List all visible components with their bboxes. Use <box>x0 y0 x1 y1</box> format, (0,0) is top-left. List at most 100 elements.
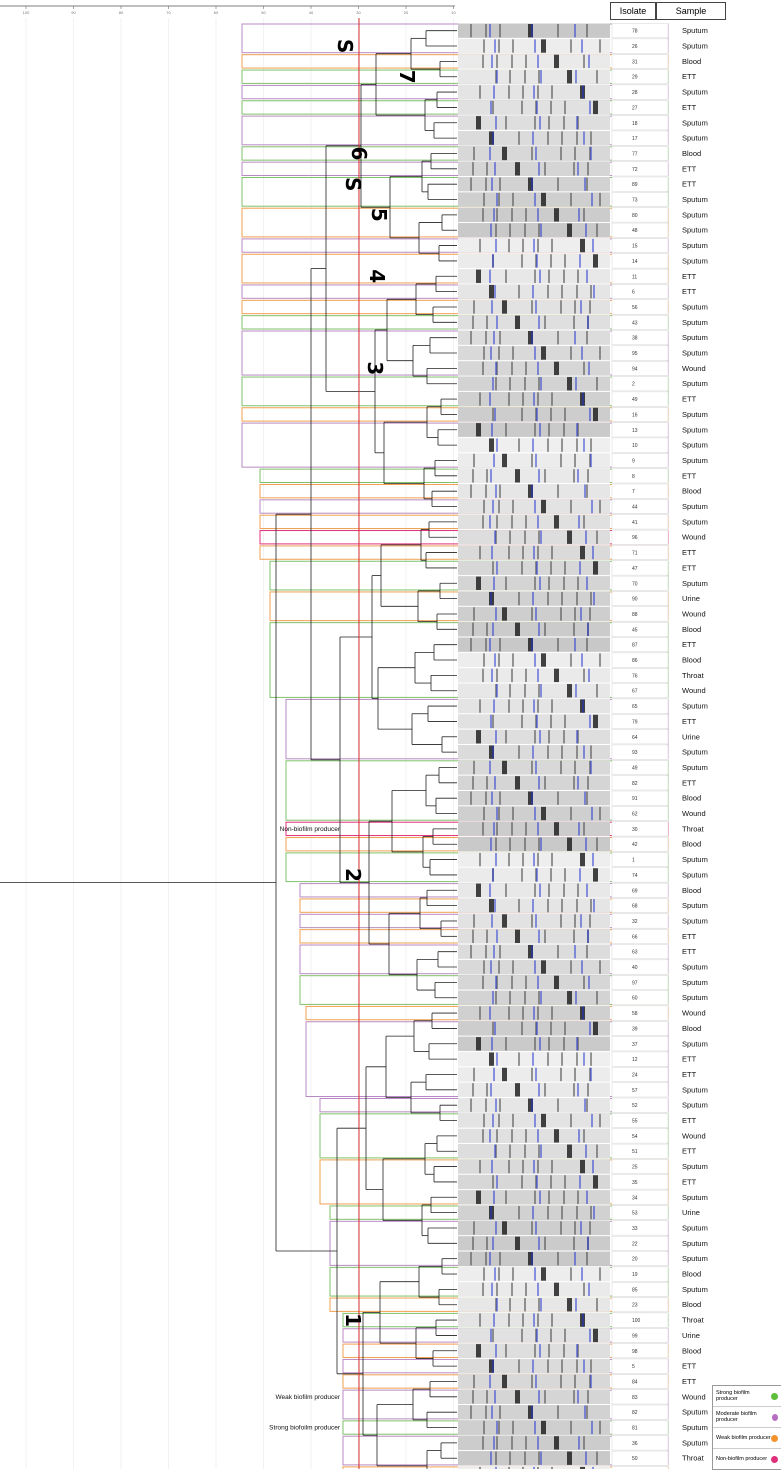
gel-lane <box>458 422 669 438</box>
gel-band <box>472 315 474 329</box>
gel-band <box>599 1113 601 1128</box>
axis-tick-label: 50 <box>261 10 266 15</box>
gel-band <box>593 100 598 115</box>
gel-band <box>512 499 514 514</box>
gel-band <box>528 177 533 191</box>
isolate-cell <box>611 744 669 760</box>
gel-band <box>483 346 485 360</box>
gel-band <box>577 423 579 437</box>
gel-band <box>576 1205 578 1220</box>
gel-band <box>586 945 588 959</box>
gel-band <box>570 1267 572 1281</box>
gel-band <box>550 868 552 882</box>
gel-band <box>580 1159 585 1174</box>
gel-band <box>534 576 536 590</box>
isolate-number: 30 <box>632 827 638 833</box>
gel-band <box>561 131 563 145</box>
gel-band <box>502 1221 507 1235</box>
isolate-number: 97 <box>632 980 638 986</box>
isolate-cell <box>611 959 669 975</box>
isolate-cell <box>611 882 669 898</box>
gel-band <box>576 284 578 299</box>
gel-band <box>476 116 481 130</box>
isolate-number: 39 <box>632 1026 638 1032</box>
gel-band <box>518 284 520 299</box>
isolate-cell <box>611 1128 669 1144</box>
gel-band <box>570 39 572 53</box>
gel-band <box>583 54 585 69</box>
gel-band <box>593 407 598 422</box>
gel-lane <box>458 468 669 484</box>
isolate-number: 29 <box>632 75 638 81</box>
isolate-number: 35 <box>632 1180 638 1186</box>
gel-band <box>496 822 498 836</box>
gel-lane-bg <box>458 652 610 668</box>
gel-band <box>599 806 601 821</box>
isolate-cell <box>611 867 669 883</box>
gel-lane <box>458 882 669 898</box>
gel-lane-bg <box>458 453 610 468</box>
gel-band <box>593 1175 598 1189</box>
isolate-number: 44 <box>632 505 638 511</box>
isolate-cell <box>611 1220 669 1236</box>
isolate-cell <box>611 606 669 622</box>
gel-band <box>489 1359 494 1373</box>
gel-band <box>593 868 598 882</box>
sample-header: Sample <box>656 2 726 20</box>
category-box <box>241 207 669 238</box>
gel-band <box>564 1328 566 1343</box>
gel-band <box>485 791 487 805</box>
gel-lane <box>458 867 669 883</box>
gel-band <box>495 991 497 1005</box>
isolate-cell <box>611 990 669 1006</box>
gel-lane-bg <box>458 806 610 821</box>
isolate-cell <box>611 391 669 407</box>
gel-lane <box>458 529 669 545</box>
isolate-cell <box>611 483 669 499</box>
gel-band <box>522 238 524 253</box>
gel-band <box>596 70 598 84</box>
gel-band <box>511 975 513 990</box>
gel-band <box>573 776 575 790</box>
isolate-number: 32 <box>632 919 638 925</box>
gel-band <box>534 269 536 283</box>
gel-band <box>593 1328 598 1343</box>
gel-lane <box>458 1450 669 1466</box>
sample-type: ETT <box>682 717 697 726</box>
gel-band <box>470 177 472 191</box>
gel-band <box>499 1098 501 1112</box>
gel-lane <box>458 84 669 100</box>
gel-band <box>512 1267 514 1281</box>
isolate-number: 95 <box>632 351 638 357</box>
gel-lane <box>458 23 669 39</box>
gel-band <box>596 1144 598 1158</box>
category-box <box>241 177 669 207</box>
sample-type: Sputum <box>682 88 708 97</box>
gel-band <box>583 822 585 836</box>
isolate-cell <box>611 176 669 192</box>
isolate-number: 67 <box>632 689 638 695</box>
isolate-number: 64 <box>632 735 638 741</box>
isolate-number: 52 <box>632 1103 638 1109</box>
isolate-number: 96 <box>632 535 638 541</box>
axis-tick-label: 80 <box>119 10 124 15</box>
sample-type: Sputum <box>682 1162 708 1171</box>
gel-lane <box>458 668 669 683</box>
gel-band <box>525 1129 527 1143</box>
gel-band <box>577 1037 579 1051</box>
gel-band <box>576 438 578 452</box>
gel-lane <box>458 1435 669 1451</box>
gel-band <box>548 576 550 590</box>
isolate-cell <box>611 652 669 668</box>
isolate-cell <box>611 345 669 361</box>
gel-band <box>496 975 498 990</box>
gel-band <box>518 438 520 452</box>
gel-band <box>599 39 601 53</box>
gel-band <box>557 1252 559 1266</box>
gel-band <box>587 162 589 176</box>
isolate-cell <box>611 714 669 729</box>
isolate-number: 82 <box>632 1410 638 1416</box>
isolate-number: 22 <box>632 1241 638 1247</box>
gel-band <box>563 576 565 590</box>
gel-band <box>528 331 533 345</box>
